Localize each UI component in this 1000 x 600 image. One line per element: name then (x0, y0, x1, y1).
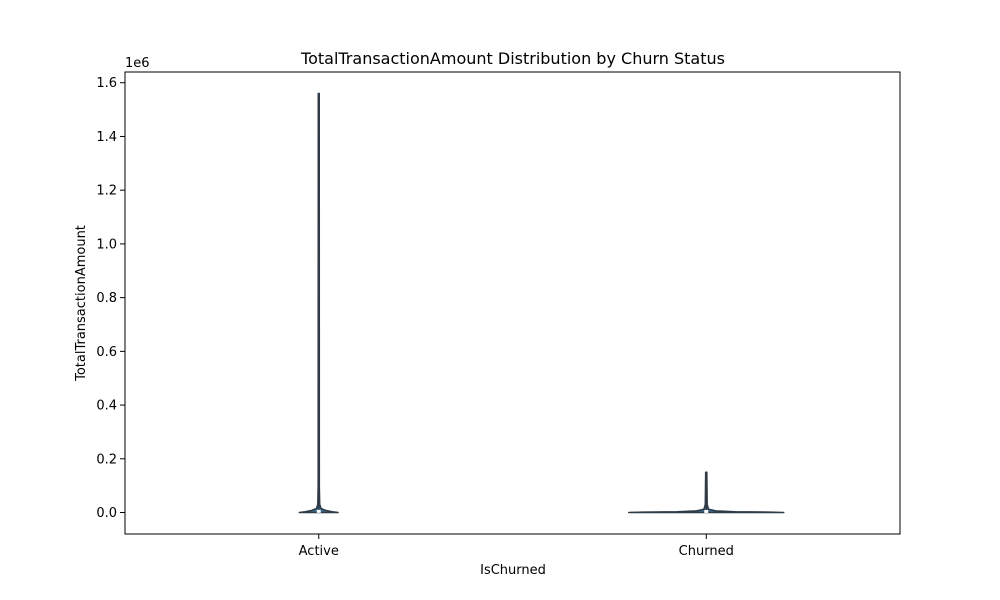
y-tick-label: 1.2 (96, 184, 117, 199)
x-tick-label: Active (299, 544, 339, 559)
chart-title: TotalTransactionAmount Distribution by C… (300, 49, 725, 68)
y-tick-label: 0.8 (96, 291, 117, 306)
x-axis: Active Churned (299, 534, 734, 559)
plot-frame (124, 71, 901, 535)
x-axis-label: IsChurned (480, 563, 546, 578)
y-tick-label: 0.4 (96, 399, 117, 414)
y-axis-label: TotalTransactionAmount (74, 225, 89, 382)
y-tick-label: 1.6 (96, 76, 117, 91)
violins-group (298, 92, 785, 514)
y-tick-label: 0.0 (96, 506, 117, 521)
violin-median (704, 509, 709, 513)
y-tick-label: 1.0 (96, 237, 117, 252)
y-tick-label: 0.2 (96, 452, 117, 467)
x-tick-label: Churned (679, 544, 734, 559)
y-tick-label: 0.6 (96, 345, 117, 360)
y-offset-label: 1e6 (125, 56, 150, 71)
y-tick-label: 1.4 (96, 130, 117, 145)
violin-median (316, 509, 321, 513)
y-axis: 0.0 0.2 0.4 0.6 0.8 1.0 1.2 1.4 1.6 (96, 76, 125, 521)
